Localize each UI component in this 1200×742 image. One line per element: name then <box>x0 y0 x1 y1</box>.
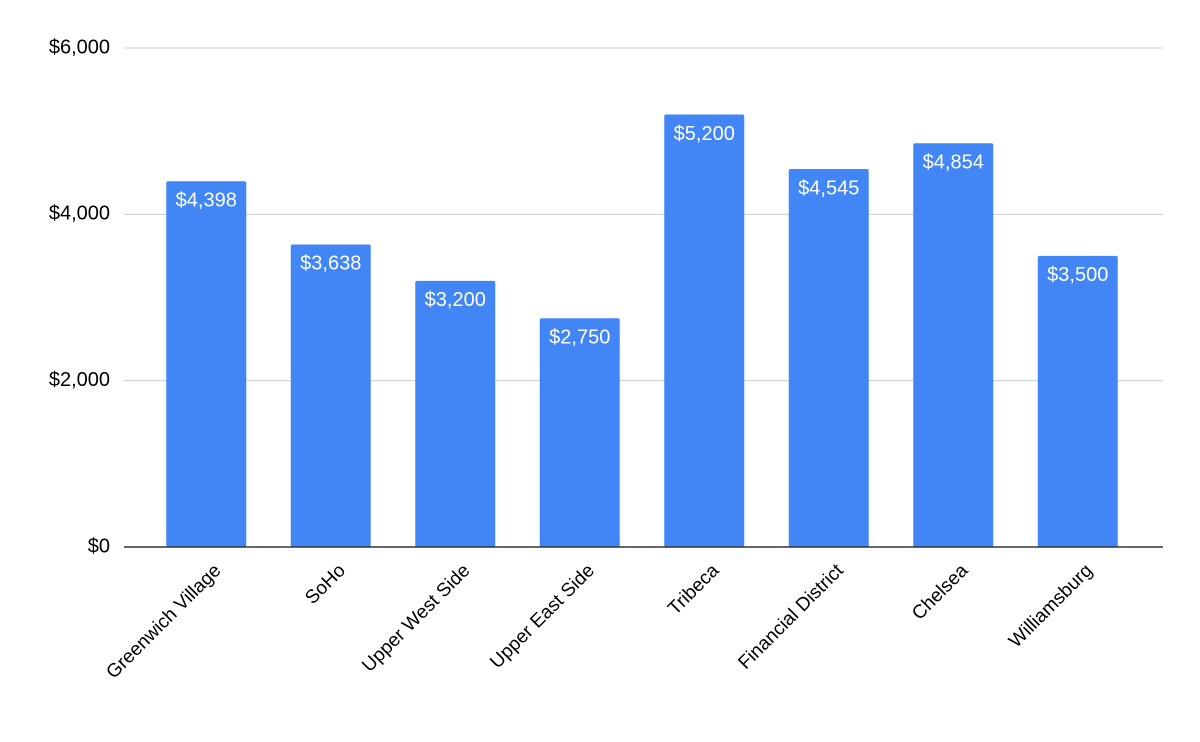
bar <box>539 318 620 547</box>
bar <box>788 169 869 547</box>
bar <box>913 143 994 547</box>
x-tick-label: Greenwich Village <box>102 560 225 683</box>
value-label: $4,398 <box>176 190 237 212</box>
x-tick-label: Tribeca <box>664 560 723 619</box>
value-label: $4,854 <box>923 152 984 174</box>
y-tick-label: $6,000 <box>49 36 110 58</box>
bar <box>290 244 371 547</box>
x-tick-label: Financial District <box>734 560 848 674</box>
y-tick-label: $2,000 <box>49 369 110 391</box>
x-tick-label: Chelsea <box>908 560 972 624</box>
value-label: $3,200 <box>425 289 486 311</box>
x-tick-label: Upper West Side <box>358 560 474 676</box>
x-tick-label: Upper East Side <box>486 560 599 673</box>
y-tick-label: $4,000 <box>49 203 110 225</box>
value-label: $3,638 <box>300 253 361 275</box>
x-tick-label: SoHo <box>301 560 349 608</box>
x-tick-label: Williamsburg <box>1005 560 1097 652</box>
bar <box>1037 255 1118 547</box>
value-label: $3,500 <box>1047 264 1108 286</box>
value-label: $5,200 <box>674 123 735 145</box>
value-label: $4,545 <box>798 177 859 199</box>
value-label: $2,750 <box>549 327 610 349</box>
y-tick-label: $0 <box>88 535 110 557</box>
bar <box>415 280 496 547</box>
bar <box>664 114 745 548</box>
bar <box>166 181 247 547</box>
